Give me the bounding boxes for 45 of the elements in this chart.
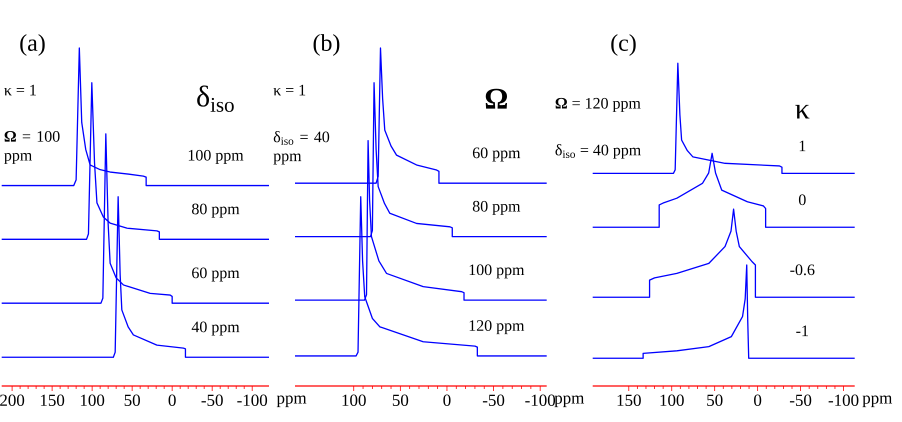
x-tick-label: -50	[202, 394, 223, 406]
series-label: -1	[796, 326, 808, 336]
legend-title: κ	[795, 104, 810, 119]
x-tick-label: 100	[342, 394, 366, 406]
annotation: Ω = 120 ppm	[556, 98, 641, 112]
x-axis-title: ppm	[862, 396, 892, 408]
x-tick-label: 200	[0, 394, 24, 406]
series-label: 80 ppm	[192, 204, 240, 218]
x-axis-title: ppm	[276, 396, 306, 408]
series-label: 100 ppm	[188, 150, 244, 164]
x-tick-label: -100	[237, 394, 268, 406]
x-tick-label: 0	[443, 394, 451, 406]
annotation: κ = 1	[4, 84, 36, 96]
x-axis-title: ppm	[554, 396, 584, 408]
x-tick-label: -100	[525, 394, 556, 406]
x-tick-label: 150	[40, 394, 64, 406]
series-label: 120 ppm	[470, 320, 524, 334]
x-tick-label: 50	[124, 394, 140, 406]
legend-title: Ω	[486, 88, 508, 109]
x-tick-label: -50	[790, 394, 812, 406]
chart-title: (c)	[611, 34, 636, 56]
annotation: κ = 1	[273, 84, 306, 96]
x-tick-label: 150	[618, 394, 641, 406]
series-label: -0.6	[790, 264, 814, 276]
chart-title: (b)	[314, 34, 340, 56]
x-tick-label: -50	[482, 394, 504, 406]
series-label: 1	[800, 140, 806, 152]
series-label: 60 ppm	[192, 267, 240, 282]
annotation: δ$_{iso}$ = 40 ppm	[273, 131, 330, 164]
series-label: 80 ppm	[472, 200, 520, 215]
series-label: 0	[798, 194, 806, 206]
x-tick-label: -100	[828, 394, 858, 406]
x-tick-label: 50	[707, 394, 723, 406]
x-tick-label: 50	[392, 394, 408, 406]
chart-title: (a)	[20, 34, 45, 56]
series-label: 100 ppm	[470, 264, 524, 278]
legend-title: δ$_{iso}$	[197, 85, 234, 112]
x-tick-label: 100	[80, 394, 104, 406]
x-tick-label: 100	[660, 394, 684, 406]
x-tick-label: 0	[754, 394, 762, 406]
annotation: Ω = 100 ppm	[4, 131, 60, 164]
annotation: δ$_{iso}$ = 40 ppm	[555, 144, 641, 159]
series-label: 60 ppm	[472, 147, 520, 162]
x-tick-label: 0	[168, 394, 176, 406]
series-label: 40 ppm	[192, 322, 240, 336]
